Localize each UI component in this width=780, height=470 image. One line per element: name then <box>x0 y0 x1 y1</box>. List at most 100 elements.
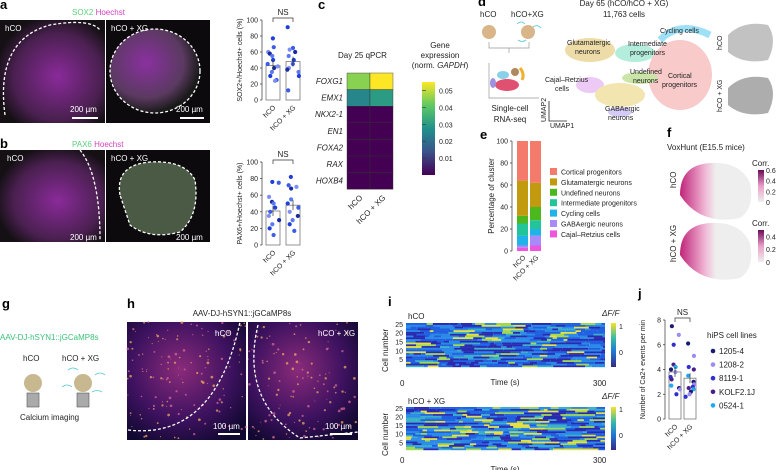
trace-segment <box>417 328 431 331</box>
trace-segment <box>556 324 566 327</box>
trace-segment <box>506 446 526 449</box>
neuron-signal <box>196 371 199 375</box>
trace-segment <box>519 407 539 409</box>
data-point <box>671 342 676 347</box>
trace-segment <box>406 330 420 332</box>
trace-segment <box>406 437 411 440</box>
trace-segment <box>588 326 601 329</box>
trace-segment <box>425 352 446 355</box>
trace-segment <box>601 349 605 352</box>
neuron-signal <box>344 391 346 393</box>
data-point <box>273 205 278 210</box>
trace-segment <box>420 338 433 341</box>
neuron-signal <box>227 424 231 428</box>
image-label: hCO + XG <box>111 154 148 163</box>
neuron-signal <box>337 332 340 335</box>
trace-segment <box>529 361 538 364</box>
trace-segment <box>563 338 568 341</box>
panel-label: c <box>318 0 325 12</box>
trace-segment <box>513 425 530 428</box>
y-tick-label: 0 <box>254 243 258 250</box>
trace-segment <box>506 333 521 336</box>
legend-title: hiPS cell lines <box>707 331 757 340</box>
trace-segment <box>513 324 526 327</box>
trace-segment <box>406 363 426 366</box>
trace-segment <box>406 417 425 420</box>
legend-marker <box>710 348 716 354</box>
trace-segment <box>506 345 513 348</box>
trace-segment <box>497 349 504 352</box>
trace-segment <box>425 420 436 423</box>
trace-segment <box>522 363 534 366</box>
trace-segment <box>432 359 439 362</box>
trace-segment <box>441 335 459 338</box>
panel-label: j <box>637 286 642 301</box>
neuron-signal <box>307 404 310 408</box>
trace-segment <box>537 361 547 364</box>
trace-segment <box>450 328 469 331</box>
trace-segment <box>455 419 461 421</box>
trace-segment <box>586 439 601 442</box>
trace-segment <box>453 330 467 332</box>
panel-label: b <box>0 136 8 151</box>
trace-segment <box>572 356 587 359</box>
data-point <box>686 364 691 370</box>
trace-segment <box>442 436 457 439</box>
trace-segment <box>580 424 586 427</box>
trace-segment <box>535 436 547 439</box>
neuron-signal <box>190 323 193 326</box>
trace-segment <box>426 432 446 435</box>
y-axis-label: SOX2+/Hoechst+ cells (%) <box>237 18 244 101</box>
trace-segment <box>493 333 507 336</box>
trace-segment <box>493 351 511 354</box>
trace-segment <box>419 330 430 332</box>
panel-c: c Day 25 qPCR FOXG1 EMX1 NKX2-1 EN1 FOXA2 RAX… <box>315 0 469 226</box>
neuron-signal <box>240 373 243 376</box>
trace-segment <box>424 337 440 340</box>
neuron-signal <box>173 436 176 439</box>
trace-segment <box>533 337 547 340</box>
trace-segment <box>464 425 472 428</box>
trace-segment <box>589 422 603 425</box>
trace-segment <box>424 358 438 361</box>
trace-segment <box>462 420 483 423</box>
data-point <box>270 179 275 185</box>
neuron-signal <box>139 413 142 416</box>
neuron-signal <box>129 414 132 416</box>
data-point <box>286 183 291 188</box>
trace-segment <box>501 326 516 329</box>
trace-segment <box>473 356 490 359</box>
trace-segment <box>406 444 422 447</box>
trace-segment <box>484 437 501 440</box>
trace-segment <box>433 335 442 338</box>
trace-segment <box>532 340 538 343</box>
legend-swatch <box>550 188 557 196</box>
organoid-icon <box>482 25 496 39</box>
trace-segment <box>445 420 452 423</box>
trace-segment <box>498 410 516 413</box>
trace-segment <box>520 333 531 336</box>
trace-segment <box>567 420 574 423</box>
neuron-signal <box>222 334 226 338</box>
neuron-signal <box>243 322 246 325</box>
trace-segment <box>482 420 492 423</box>
trace-segment <box>460 431 479 433</box>
y-tick-label: 40 <box>500 205 508 212</box>
trace-segment <box>488 425 500 428</box>
trace-segment <box>567 441 588 444</box>
trace-segment <box>502 331 513 334</box>
trace-segment <box>406 351 426 354</box>
trace-segment <box>426 323 433 325</box>
trace-segment <box>438 324 453 327</box>
trace-segment <box>567 338 589 341</box>
trace-segment <box>558 328 568 331</box>
y-tick-label: 0 <box>657 417 661 424</box>
neuron-signal <box>177 367 179 369</box>
trace-segment <box>512 412 525 415</box>
trace-segment <box>487 443 493 446</box>
umap-thumbnail-xg <box>728 76 773 115</box>
trace-segment <box>566 429 587 432</box>
neuron-signal <box>267 377 271 380</box>
colorbar-tick-label: 0.4 <box>766 234 776 241</box>
panel-label: d <box>478 0 486 9</box>
